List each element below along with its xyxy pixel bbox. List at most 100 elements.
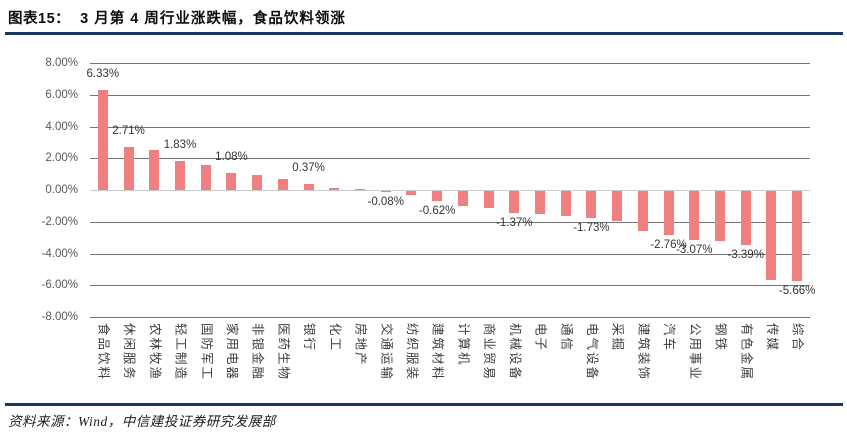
bar <box>535 191 545 214</box>
bar-value-label: -0.62% <box>418 204 456 217</box>
x-category-label: 农林牧渔 <box>141 323 167 403</box>
x-category-label: 公用事业 <box>681 323 707 403</box>
bar-value-label: -0.08% <box>367 196 404 209</box>
y-tick-label: -8.00% <box>41 311 78 323</box>
bar <box>740 191 751 245</box>
x-category-label-text: 家用电器 <box>224 323 239 382</box>
bar <box>586 191 597 219</box>
x-category-label-text: 机械设备 <box>507 323 522 382</box>
bar-value-label: -3.07% <box>676 243 713 256</box>
y-tick-label: 4.00% <box>45 120 78 133</box>
bar-value-label: 2.71% <box>112 124 145 137</box>
bar <box>483 191 494 209</box>
y-tick-label: -6.00% <box>41 279 78 292</box>
bar <box>457 191 468 207</box>
y-tick-label: -4.00% <box>41 247 78 260</box>
bar-value-label: -1.37% <box>496 216 533 229</box>
bar <box>97 89 108 190</box>
gridline <box>90 285 810 287</box>
x-category-label: 家用电器 <box>219 323 245 403</box>
x-category-label: 交通运输 <box>373 323 399 403</box>
x-category-label-text: 钢铁 <box>713 323 728 353</box>
y-tick-label: -2.00% <box>41 215 78 228</box>
x-category-label: 建筑装饰 <box>630 323 656 403</box>
x-category-label: 电子 <box>527 323 553 403</box>
source-note: 资料来源：Wind，中信建投证券研究发展部 <box>8 414 276 429</box>
x-category-label: 有色金属 <box>733 323 759 403</box>
bar <box>329 188 340 190</box>
bar <box>226 172 237 190</box>
x-category-label-text: 电子 <box>533 323 548 353</box>
bar <box>792 191 803 281</box>
x-category-label-text: 食品饮料 <box>96 323 111 382</box>
bar <box>715 191 725 242</box>
bar-value-label: -2.76% <box>650 238 687 251</box>
bar <box>509 191 520 213</box>
x-category-label: 建筑材料 <box>424 323 450 403</box>
bar <box>406 191 417 195</box>
bar <box>252 175 263 190</box>
bar <box>149 149 160 190</box>
x-category-label-text: 采掘 <box>610 323 625 353</box>
bar <box>766 191 777 280</box>
x-category-label: 机械设备 <box>501 323 527 403</box>
x-category-label: 商业贸易 <box>476 323 502 403</box>
x-category-label-text: 房地产 <box>353 323 368 367</box>
x-category-label-text: 建筑装饰 <box>636 323 651 382</box>
bar <box>123 146 134 190</box>
gridline <box>90 221 810 223</box>
bar <box>689 191 700 240</box>
bar-value-label: -5.66% <box>778 284 816 297</box>
x-category-label-text: 通信 <box>559 323 574 353</box>
x-category-label-text: 公用事业 <box>687 323 702 382</box>
x-category-label: 采掘 <box>604 323 630 403</box>
y-tick-label: 2.00% <box>45 152 78 165</box>
x-category-label: 汽车 <box>656 323 682 403</box>
x-category-label-text: 轻工制造 <box>173 323 188 382</box>
bar <box>200 164 211 190</box>
x-category-label-text: 银行 <box>302 323 317 353</box>
bar <box>637 191 648 231</box>
x-category-label-text: 计算机 <box>456 323 471 367</box>
bar <box>277 179 288 190</box>
bar-value-label: 6.33% <box>86 67 120 80</box>
figure-header: 图表15： 3 月第 4 周行业涨跌幅，食品饮料领涨 <box>8 7 839 28</box>
zero-axis-line <box>90 190 810 191</box>
x-category-label: 房地产 <box>347 323 373 403</box>
x-category-label: 钢铁 <box>707 323 733 403</box>
x-category-label: 休闲服务 <box>116 323 142 403</box>
bar <box>612 191 623 221</box>
gridline <box>90 158 810 160</box>
gridline <box>90 63 810 64</box>
x-category-label-text: 纺织服装 <box>404 323 419 382</box>
x-category-label-text: 建筑材料 <box>430 323 445 382</box>
x-category-label: 计算机 <box>450 323 476 403</box>
gridline <box>90 94 810 96</box>
bar-value-label: -3.39% <box>727 248 764 261</box>
x-category-label-text: 化工 <box>327 323 342 353</box>
x-category-label: 传媒 <box>759 323 785 403</box>
y-tick-label: 0.00% <box>45 184 78 196</box>
x-category-label: 电气设备 <box>579 323 605 403</box>
x-category-label: 食品饮料 <box>90 323 116 403</box>
footer-divider <box>5 403 843 406</box>
x-category-label: 国防军工 <box>193 323 219 403</box>
bar <box>663 191 674 235</box>
x-category-label: 综合 <box>784 323 810 403</box>
bar <box>432 191 443 201</box>
gridline <box>90 253 810 255</box>
x-category-label-text: 商业贸易 <box>482 323 497 382</box>
x-category-label: 银行 <box>296 323 322 403</box>
x-category-label-text: 非银金融 <box>250 323 265 382</box>
bar-value-label: 1.08% <box>215 150 248 163</box>
bar <box>175 160 185 190</box>
x-category-label: 化工 <box>321 323 347 403</box>
x-category-label: 医药生物 <box>270 323 296 403</box>
y-tick-label: 8.00% <box>45 57 78 69</box>
bar <box>355 188 365 190</box>
x-category-label: 纺织服装 <box>399 323 425 403</box>
figure-title: 3 月第 4 周行业涨跌幅，食品饮料领涨 <box>80 11 346 27</box>
gridline <box>90 126 810 128</box>
